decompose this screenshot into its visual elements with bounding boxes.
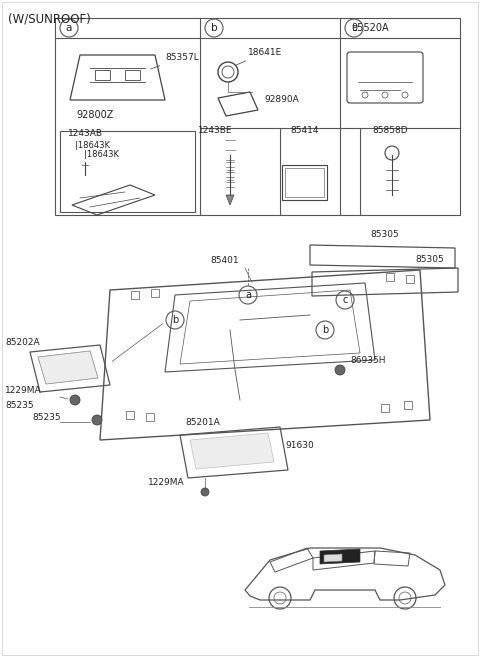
Text: a: a bbox=[245, 290, 251, 300]
Bar bbox=[126, 411, 134, 419]
Text: 1229MA: 1229MA bbox=[5, 386, 42, 395]
Polygon shape bbox=[38, 351, 98, 384]
Text: 1229MA: 1229MA bbox=[148, 478, 185, 487]
Text: c: c bbox=[342, 295, 348, 305]
Bar bbox=[125, 70, 140, 80]
Circle shape bbox=[70, 395, 80, 405]
Text: b: b bbox=[322, 325, 328, 335]
Bar bbox=[406, 275, 414, 283]
Text: 92890A: 92890A bbox=[264, 95, 299, 104]
Text: a: a bbox=[66, 23, 72, 33]
Bar bbox=[151, 289, 159, 297]
Polygon shape bbox=[190, 433, 274, 469]
Text: |18643K: |18643K bbox=[75, 141, 110, 150]
Bar bbox=[131, 291, 139, 299]
Text: 92800Z: 92800Z bbox=[76, 110, 114, 120]
Bar bbox=[381, 404, 389, 412]
Bar bbox=[146, 413, 154, 421]
Polygon shape bbox=[324, 554, 342, 562]
Bar bbox=[60, 131, 195, 212]
Circle shape bbox=[335, 365, 345, 375]
Text: 86935H: 86935H bbox=[350, 356, 385, 365]
Text: 85305: 85305 bbox=[370, 230, 399, 239]
Text: 85235: 85235 bbox=[32, 413, 60, 422]
Text: 85401: 85401 bbox=[210, 256, 239, 265]
Text: 85414: 85414 bbox=[291, 126, 319, 135]
Text: (W/SUNROOF): (W/SUNROOF) bbox=[8, 12, 91, 25]
Bar bbox=[285, 168, 324, 197]
Text: c: c bbox=[351, 23, 357, 33]
Text: 85858D: 85858D bbox=[372, 126, 408, 135]
Circle shape bbox=[201, 488, 209, 496]
Text: 85201A: 85201A bbox=[185, 418, 220, 427]
Bar bbox=[386, 273, 394, 281]
Text: b: b bbox=[211, 23, 217, 33]
Bar bbox=[404, 401, 412, 409]
Circle shape bbox=[92, 415, 102, 425]
Bar bbox=[55, 18, 460, 215]
Text: 1243BE: 1243BE bbox=[198, 126, 232, 135]
Bar bbox=[282, 165, 327, 200]
Text: 95520A: 95520A bbox=[351, 23, 389, 33]
Bar bbox=[95, 70, 110, 80]
Text: 85202A: 85202A bbox=[5, 338, 40, 347]
Text: b: b bbox=[172, 315, 178, 325]
Text: 91630: 91630 bbox=[285, 441, 314, 450]
Text: 85357L: 85357L bbox=[151, 53, 199, 69]
Polygon shape bbox=[320, 549, 360, 564]
Text: |18643K: |18643K bbox=[84, 150, 119, 159]
Text: 85235: 85235 bbox=[5, 401, 34, 410]
Text: 18641E: 18641E bbox=[237, 48, 282, 65]
Text: 85305: 85305 bbox=[415, 255, 444, 264]
Polygon shape bbox=[226, 195, 234, 205]
Text: 1243AB: 1243AB bbox=[68, 129, 103, 138]
